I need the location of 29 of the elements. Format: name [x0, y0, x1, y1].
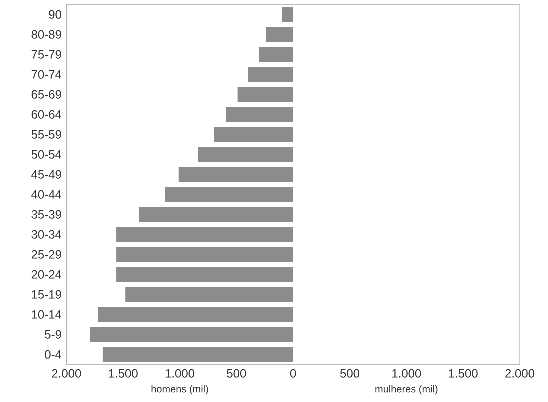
x-tick-label: 2.000: [52, 369, 82, 378]
y-tick-label: 20-24: [32, 270, 62, 279]
y-tick-label: 65-69: [32, 90, 62, 99]
text: mulheres (mil): [376, 385, 438, 395]
y-tick-label: 15-19: [32, 290, 62, 299]
x-tick-label: 0: [290, 369, 296, 378]
text: homens (mil): [152, 385, 208, 395]
y-tick-label: 10-14: [32, 310, 62, 319]
y-tick-label: 55-59: [32, 130, 62, 139]
y-tick-label: 90: [49, 10, 62, 19]
x-tick-label: 500: [227, 369, 246, 378]
y-tick-label: 40-44: [32, 190, 62, 199]
y-tick-label: 75-79: [32, 50, 62, 59]
y-tick-label: 60-64: [32, 110, 62, 119]
x-tick-label: 1.500: [109, 369, 138, 378]
y-tick-label: 5-9: [45, 330, 62, 339]
y-tick-label: 70-74: [32, 70, 62, 79]
x-tick-label: 1.000: [392, 369, 422, 378]
y-tick-label: 25-29: [32, 250, 62, 259]
x-tick-label: 2.000: [506, 369, 535, 378]
y-tick-label: 35-39: [32, 210, 62, 219]
x-tick-label: 1.000: [166, 369, 195, 378]
y-tick-label: 45-49: [32, 170, 62, 179]
x-tick-label: 500: [340, 369, 360, 378]
y-tick-label: 50-54: [32, 150, 62, 159]
x-tick-label: 1.500: [449, 369, 478, 378]
y-tick-label: 0-4: [45, 350, 62, 359]
y-tick-label: 80-89: [32, 30, 62, 39]
y-tick-label: 30-34: [32, 230, 62, 239]
